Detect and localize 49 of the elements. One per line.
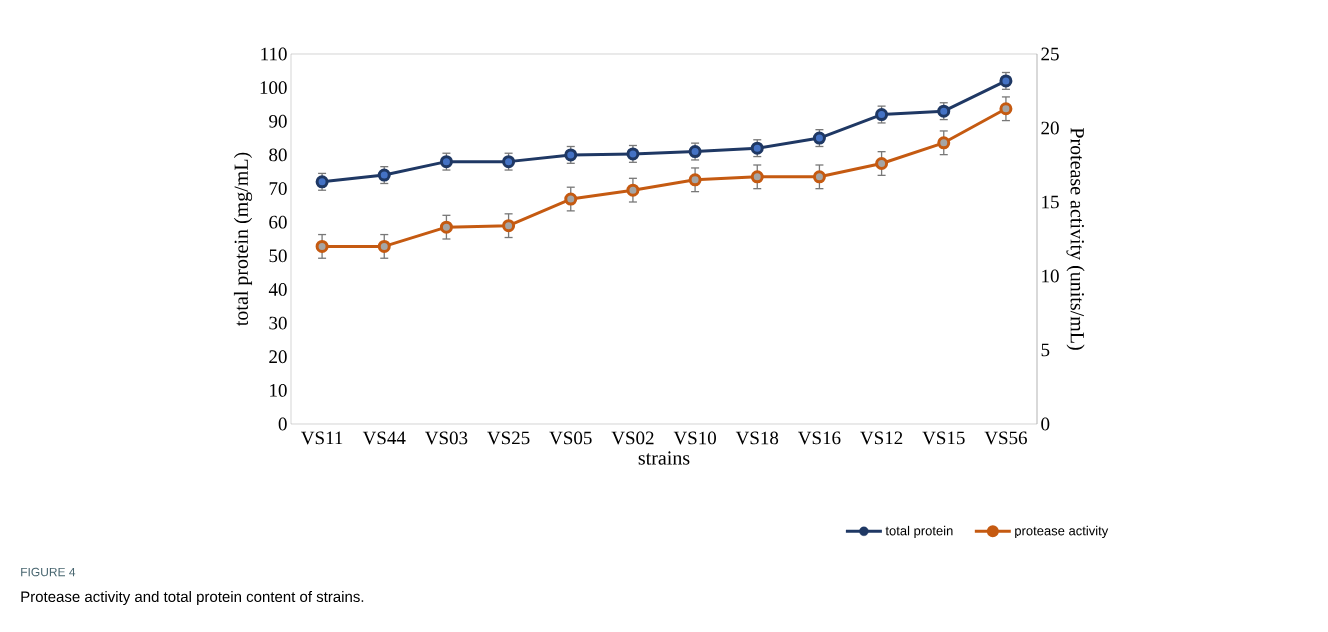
point	[812, 170, 826, 184]
point	[750, 170, 764, 184]
y-tick-label: 0	[278, 417, 287, 431]
caption: FIGURE 4	[21, 567, 76, 577]
y-tick-label: 100	[260, 81, 287, 95]
y2-tick-label: 5	[1041, 343, 1050, 357]
y2-tick-label: 15	[1042, 195, 1059, 209]
x-axis-title: strains	[638, 451, 690, 465]
x-tick-label: VS12	[860, 431, 903, 445]
x-tick-label: VS44	[362, 431, 406, 445]
point	[875, 157, 889, 171]
point	[564, 192, 578, 206]
point	[937, 136, 951, 150]
point	[626, 183, 640, 197]
y2-axis-title: Protease activity (units/mL)	[1066, 127, 1085, 350]
x-tick-label: VS18	[735, 431, 779, 445]
y-tick-label: 70	[269, 182, 287, 195]
point	[315, 239, 329, 253]
x-tick-label: VS10	[673, 431, 716, 445]
y-tick-label: 30	[269, 316, 287, 330]
x-tick-label: VS03	[425, 431, 468, 445]
text: Protease activity and total protein content of strains.	[21, 591, 364, 605]
y-tick-label: 20	[269, 350, 287, 364]
x-tick-label: VS15	[922, 431, 965, 445]
point	[502, 219, 516, 233]
x-tick-label: VS11	[301, 431, 343, 445]
y2-tick-label: 10	[1042, 269, 1059, 283]
point	[688, 173, 702, 187]
y2-tick-label: 25	[1041, 47, 1059, 61]
legend-label: total protein	[885, 525, 953, 538]
y-tick-label: 60	[269, 215, 287, 229]
y-tick-label: 80	[269, 148, 287, 162]
y2-tick-label: 20	[1041, 121, 1059, 135]
x-tick-label: VS16	[798, 431, 841, 445]
y-tick-label: 40	[268, 283, 287, 296]
y-tick-label: 90	[269, 114, 287, 128]
legend-label: protease activity	[1015, 525, 1109, 538]
y2-tick-label: 0	[1041, 417, 1050, 431]
point	[999, 102, 1013, 116]
x-tick-label: VS02	[611, 431, 654, 445]
y-tick-label: 110	[261, 47, 287, 61]
x-tick-label: VS05	[549, 431, 592, 445]
point	[377, 239, 391, 253]
point	[439, 220, 453, 234]
y-tick-label: 10	[270, 383, 287, 397]
y-axis-title: total protein (mg/mL)	[233, 152, 253, 327]
y-tick-label: 50	[269, 249, 287, 263]
x-tick-label: VS56	[984, 431, 1027, 445]
x-tick-label: VS25	[487, 431, 530, 445]
